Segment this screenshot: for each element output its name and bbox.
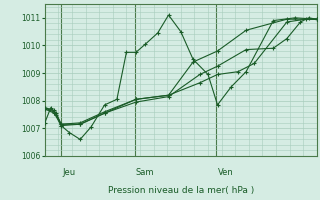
Text: Ven: Ven <box>218 168 233 177</box>
Text: Pression niveau de la mer( hPa ): Pression niveau de la mer( hPa ) <box>108 186 254 195</box>
Text: Sam: Sam <box>136 168 155 177</box>
Text: Jeu: Jeu <box>62 168 76 177</box>
